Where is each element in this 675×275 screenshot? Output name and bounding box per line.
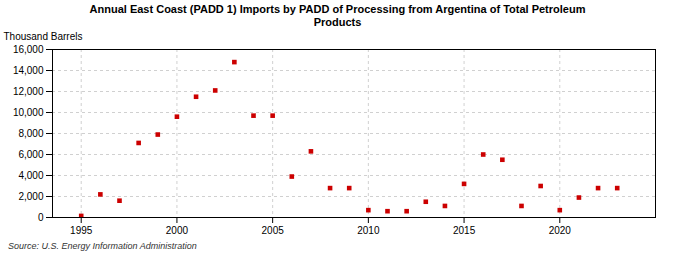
svg-text:12,000: 12,000 [13,86,44,97]
html-text:Annual East Coast (PADD 1) Imp: Annual East Coast (PADD 1) Imports by PA… [89,3,586,29]
svg-text:10,000: 10,000 [13,107,44,118]
svg-text:2005: 2005 [262,225,285,236]
svg-text:2015: 2015 [453,225,476,236]
svg-text:4,000: 4,000 [18,170,43,181]
svg-text:2000: 2000 [166,225,189,236]
svg-text:6,000: 6,000 [18,149,43,160]
svg-text:2,000: 2,000 [18,191,43,202]
svg-text:0: 0 [38,212,44,223]
svg-text:14,000: 14,000 [13,65,44,76]
html-text:Source: U.S. Energy Informatio: Source: U.S. Energy Information Administ… [8,241,197,252]
svg-text:2020: 2020 [549,225,572,236]
svg-text:Thousand Barrels: Thousand Barrels [4,31,83,42]
svg-text:8,000: 8,000 [18,128,43,139]
svg-text:2010: 2010 [357,225,380,236]
svg-text:1995: 1995 [70,225,93,236]
svg-text:16,000: 16,000 [13,44,44,55]
